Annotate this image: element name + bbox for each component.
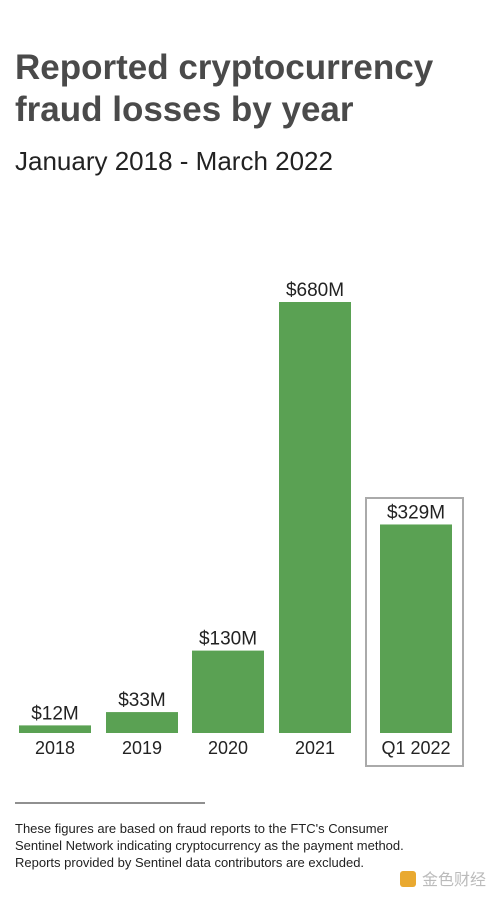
value-label: $33M (118, 690, 166, 711)
value-label: $329M (387, 502, 445, 523)
value-label: $130M (199, 629, 257, 650)
bar (19, 725, 91, 733)
bar (279, 302, 351, 733)
x-tick-label: 2018 (35, 738, 75, 758)
highlight-box (365, 497, 464, 767)
x-tick-label: 2021 (295, 738, 335, 758)
chart-title: fraud losses by year (15, 90, 354, 129)
bar (192, 650, 264, 733)
bar (106, 712, 178, 733)
note: Sentinel Network indicating cryptocurren… (15, 838, 404, 853)
chart-subtitle: January 2018 - March 2022 (15, 146, 333, 176)
x-tick-label: Q1 2022 (381, 738, 450, 758)
watermark: 金色财经 (422, 871, 486, 889)
watermark-icon (400, 871, 416, 887)
chart-title: Reported cryptocurrency (15, 48, 434, 87)
x-tick-label: 2019 (122, 738, 162, 758)
bar (380, 524, 452, 733)
value-label: $680M (286, 280, 344, 301)
value-label: $12M (31, 703, 79, 724)
note: Reports provided by Sentinel data contri… (15, 855, 364, 870)
note: These figures are based on fraud reports… (15, 821, 389, 836)
x-tick-label: 2020 (208, 738, 248, 758)
